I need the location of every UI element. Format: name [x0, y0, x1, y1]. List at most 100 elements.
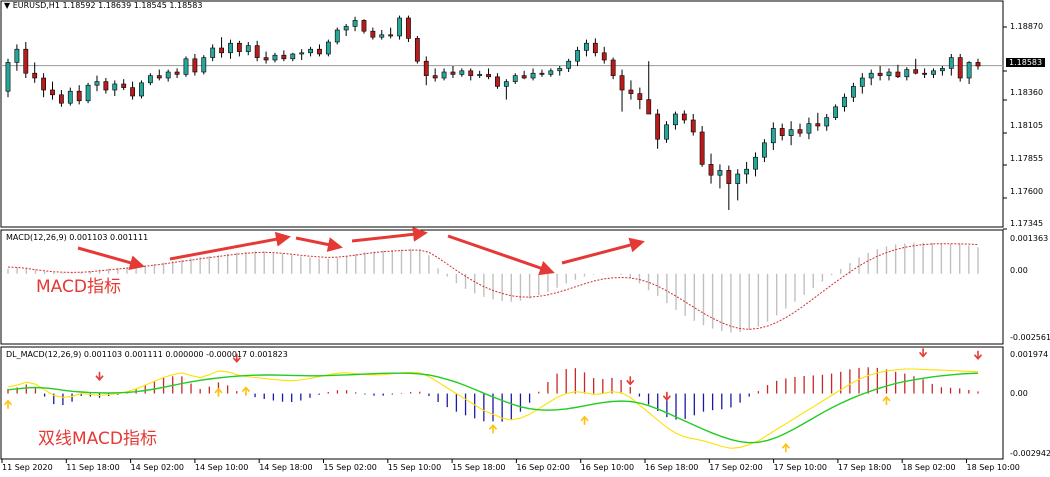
- candle-body: [121, 83, 127, 88]
- candle-body: [290, 53, 296, 60]
- candle-body: [343, 26, 349, 31]
- arrow-head: [781, 443, 790, 449]
- candle: [236, 40, 242, 57]
- candle-body: [219, 47, 224, 54]
- macd-indicator: [7, 242, 979, 333]
- candle-body: [779, 128, 785, 136]
- candle: [379, 30, 385, 40]
- candle: [762, 139, 767, 162]
- candle-body: [67, 90, 73, 104]
- candle-body: [948, 57, 954, 69]
- candle-body: [174, 71, 180, 75]
- candle: [566, 58, 572, 72]
- candle: [681, 110, 687, 124]
- time-axis-label: 15 Sep 02:00: [323, 463, 377, 472]
- candle: [423, 56, 429, 86]
- candle: [219, 37, 224, 58]
- trend-arrow: [295, 236, 343, 252]
- candle-body: [575, 50, 580, 62]
- candle-body: [548, 70, 554, 75]
- time-axis-label: 15 Sep 18:00: [452, 463, 506, 472]
- candle-body: [975, 62, 981, 67]
- candle-body: [94, 81, 100, 86]
- candle: [112, 80, 118, 96]
- candle-body: [23, 48, 29, 74]
- candle: [121, 79, 127, 90]
- buy-arrow-icon: [781, 443, 790, 453]
- candle: [139, 80, 144, 99]
- candle: [975, 58, 981, 70]
- candle-body: [201, 57, 207, 73]
- time-axis-label: 17 Sep 02:00: [709, 463, 763, 472]
- price-tick: 1.18105: [1010, 121, 1044, 130]
- candle: [67, 87, 73, 106]
- time-axis-label: 11 Sep 2020: [2, 463, 53, 472]
- sell-arrow-icon: [662, 391, 671, 402]
- candle: [584, 39, 589, 57]
- candle: [628, 80, 634, 100]
- candle-body: [352, 20, 358, 27]
- candle: [539, 69, 545, 77]
- candle-body: [744, 168, 750, 175]
- candle-body: [788, 129, 794, 136]
- candle: [957, 54, 963, 82]
- candle: [201, 55, 207, 75]
- candle: [788, 121, 794, 146]
- candle: [512, 73, 518, 84]
- candle: [495, 73, 500, 89]
- candle: [637, 87, 643, 110]
- macd-tick: 0.00: [1010, 266, 1028, 275]
- price-tick: 1.17855: [1010, 154, 1044, 163]
- candle: [308, 46, 313, 57]
- trend-arrows: [77, 226, 645, 276]
- candle: [361, 19, 367, 34]
- candle-body: [628, 89, 634, 94]
- candle: [317, 44, 322, 57]
- candle-body: [58, 94, 64, 104]
- trend-arrow: [447, 234, 555, 276]
- candle: [343, 24, 349, 36]
- trend-arrow: [77, 246, 145, 270]
- candle: [254, 40, 260, 62]
- candle-body: [388, 34, 394, 37]
- price-header: ▼ EURUSD,H1 1.18592 1.18639 1.18545 1.18…: [4, 1, 202, 10]
- candle-body: [770, 128, 776, 144]
- candle-body: [708, 164, 714, 176]
- candle: [432, 68, 438, 82]
- candle: [192, 54, 198, 76]
- candle: [41, 73, 46, 98]
- candle: [459, 68, 465, 77]
- candle-body: [112, 83, 118, 91]
- buy-arrow-icon: [488, 424, 498, 434]
- candle: [575, 46, 580, 66]
- candle: [824, 114, 830, 131]
- candle-body: [592, 42, 598, 54]
- candle: [299, 49, 305, 60]
- candle: [352, 16, 358, 32]
- candle-body: [601, 52, 607, 61]
- candle-body: [397, 17, 402, 37]
- candle-body: [557, 68, 563, 72]
- candle: [851, 82, 856, 102]
- candle-body: [486, 74, 491, 78]
- price-tick: 1.18360: [1010, 88, 1044, 97]
- candle: [334, 27, 340, 45]
- candle: [815, 112, 821, 131]
- candle: [174, 68, 180, 78]
- candle: [521, 70, 527, 80]
- candle-body: [530, 72, 536, 79]
- candle: [779, 123, 785, 141]
- dropdown-arrow-icon[interactable]: ▼: [4, 1, 11, 10]
- axes: [1, 26, 1007, 463]
- candle-body: [824, 117, 830, 127]
- candle: [770, 122, 776, 150]
- price-candles: [1, 15, 1003, 210]
- candle-body: [41, 77, 46, 91]
- arrow-head: [95, 375, 104, 382]
- candle: [50, 81, 55, 100]
- dl-macd-annotation: 双线MACD指标: [38, 429, 157, 449]
- candle-body: [414, 38, 420, 62]
- candle-body: [877, 72, 883, 76]
- candle-body: [139, 82, 144, 97]
